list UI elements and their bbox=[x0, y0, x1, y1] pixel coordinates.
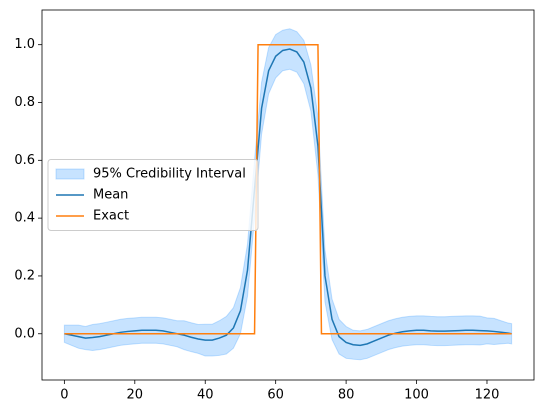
x-tick-label: 60 bbox=[267, 388, 284, 403]
x-tick-label: 40 bbox=[197, 388, 214, 403]
y-tick-label: 0.8 bbox=[14, 95, 35, 110]
credibility-band bbox=[63, 28, 513, 361]
x-tick-label: 20 bbox=[127, 388, 144, 403]
x-tick-label: 100 bbox=[404, 388, 429, 403]
legend-swatch bbox=[55, 168, 85, 180]
x-tick-label: 120 bbox=[475, 388, 500, 403]
legend-box bbox=[47, 159, 259, 231]
y-tick-label: 0.2 bbox=[14, 268, 35, 283]
series-line bbox=[64, 43, 512, 335]
x-tick-label: 80 bbox=[338, 388, 355, 403]
y-tick-label: 0.4 bbox=[14, 211, 35, 226]
legend-label: 95% Credibility Interval bbox=[93, 167, 246, 182]
legend-label: Exact bbox=[93, 209, 129, 224]
y-tick-label: 0.0 bbox=[14, 326, 35, 341]
axes-frame bbox=[41, 9, 535, 381]
y-tick-label: 1.0 bbox=[14, 37, 35, 52]
y-tick-label: 0.6 bbox=[14, 153, 35, 168]
series-line bbox=[64, 48, 512, 347]
legend-label: Mean bbox=[93, 188, 128, 203]
x-tick-label: 0 bbox=[60, 388, 68, 403]
